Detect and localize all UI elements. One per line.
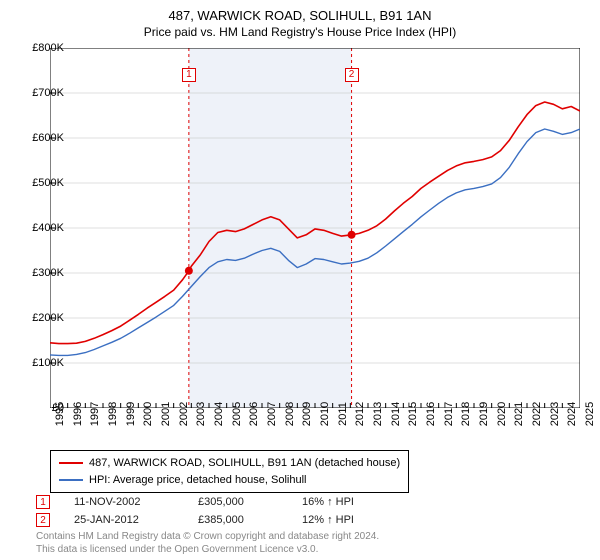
x-tick-label: 2019 <box>478 402 490 426</box>
legend-label: HPI: Average price, detached house, Soli… <box>89 472 307 489</box>
x-tick-label: 2013 <box>372 402 384 426</box>
chart-title: 487, WARWICK ROAD, SOLIHULL, B91 1AN <box>0 0 600 25</box>
x-tick-label: 2007 <box>266 402 278 426</box>
license-line: This data is licensed under the Open Gov… <box>36 543 379 556</box>
y-tick-label: £600K <box>20 132 64 144</box>
x-tick-label: 2021 <box>513 402 525 426</box>
x-tick-label: 2004 <box>213 402 225 426</box>
x-tick-label: 2011 <box>337 402 349 426</box>
x-tick-label: 1996 <box>72 402 84 426</box>
chart-subtitle: Price paid vs. HM Land Registry's House … <box>0 25 600 43</box>
x-tick-label: 2024 <box>566 402 578 426</box>
y-tick-label: £300K <box>20 267 64 279</box>
sale-annotations: 1 11-NOV-2002 £305,000 16% ↑ HPI 2 25-JA… <box>36 494 382 530</box>
x-tick-label: 2017 <box>443 402 455 426</box>
chart-svg <box>50 48 580 408</box>
x-tick-label: 2001 <box>160 402 172 426</box>
x-tick-label: 2018 <box>460 402 472 426</box>
annotation-price: £305,000 <box>198 496 278 508</box>
x-tick-label: 2000 <box>142 402 154 426</box>
x-tick-label: 1998 <box>107 402 119 426</box>
annotation-price: £385,000 <box>198 514 278 526</box>
annotation-pct: 12% ↑ HPI <box>302 514 382 526</box>
x-tick-label: 1999 <box>125 402 137 426</box>
license-line: Contains HM Land Registry data © Crown c… <box>36 530 379 543</box>
annotation-date: 25-JAN-2012 <box>74 514 174 526</box>
annotation-pct: 16% ↑ HPI <box>302 496 382 508</box>
x-tick-label: 2006 <box>248 402 260 426</box>
x-tick-label: 2016 <box>425 402 437 426</box>
annotation-badge-icon: 1 <box>36 495 50 509</box>
x-tick-label: 2002 <box>178 402 190 426</box>
x-tick-label: 2012 <box>354 402 366 426</box>
x-tick-label: 2008 <box>284 402 296 426</box>
x-tick-label: 2015 <box>407 402 419 426</box>
x-tick-label: 2023 <box>549 402 561 426</box>
y-tick-label: £100K <box>20 357 64 369</box>
x-tick-label: 1997 <box>89 402 101 426</box>
x-tick-label: 2005 <box>231 402 243 426</box>
y-tick-label: £800K <box>20 42 64 54</box>
x-tick-label: 2025 <box>584 402 596 426</box>
x-tick-label: 2010 <box>319 402 331 426</box>
annotation-row: 1 11-NOV-2002 £305,000 16% ↑ HPI <box>36 494 382 510</box>
legend-swatch-icon <box>59 462 83 464</box>
legend-item: HPI: Average price, detached house, Soli… <box>59 472 400 489</box>
y-tick-label: £200K <box>20 312 64 324</box>
y-tick-label: £700K <box>20 87 64 99</box>
chart-legend: 487, WARWICK ROAD, SOLIHULL, B91 1AN (de… <box>50 450 409 493</box>
annotation-row: 2 25-JAN-2012 £385,000 12% ↑ HPI <box>36 512 382 528</box>
y-tick-label: £400K <box>20 222 64 234</box>
x-tick-label: 1995 <box>54 402 66 426</box>
chart-marker-badge-icon: 2 <box>345 68 359 82</box>
legend-swatch-icon <box>59 479 83 481</box>
annotation-badge-icon: 2 <box>36 513 50 527</box>
x-tick-label: 2009 <box>301 402 313 426</box>
chart-marker-badge-icon: 1 <box>182 68 196 82</box>
x-tick-label: 2020 <box>496 402 508 426</box>
y-tick-label: £500K <box>20 177 64 189</box>
license-text: Contains HM Land Registry data © Crown c… <box>36 530 379 556</box>
annotation-date: 11-NOV-2002 <box>74 496 174 508</box>
chart-plot-area: 12 <box>50 48 580 408</box>
chart-container: 487, WARWICK ROAD, SOLIHULL, B91 1AN Pri… <box>0 0 600 560</box>
legend-label: 487, WARWICK ROAD, SOLIHULL, B91 1AN (de… <box>89 455 400 472</box>
legend-item: 487, WARWICK ROAD, SOLIHULL, B91 1AN (de… <box>59 455 400 472</box>
x-tick-label: 2022 <box>531 402 543 426</box>
x-tick-label: 2014 <box>390 402 402 426</box>
x-tick-label: 2003 <box>195 402 207 426</box>
